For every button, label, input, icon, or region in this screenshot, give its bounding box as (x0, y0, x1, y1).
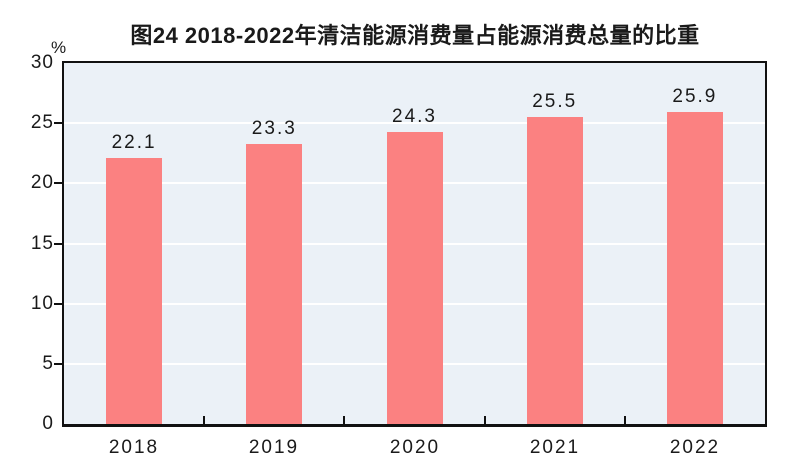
bar-value-label: 23.3 (251, 118, 297, 139)
bar (246, 144, 302, 424)
y-tick (54, 122, 62, 124)
x-tick-label: 2020 (389, 437, 441, 458)
y-tick (54, 363, 62, 365)
x-tick-label: 2018 (108, 437, 160, 458)
bar (527, 117, 583, 424)
x-tick-label: 2021 (529, 437, 581, 458)
bar-value-label: 24.3 (392, 106, 437, 127)
y-tick (54, 182, 62, 184)
gridline (64, 122, 765, 125)
x-tick (203, 416, 205, 424)
x-tick (484, 416, 486, 424)
y-tick-label: 25 (30, 112, 54, 133)
bar (106, 158, 162, 424)
y-tick (54, 243, 62, 245)
bar-value-label: 22.1 (111, 132, 157, 153)
chart-title: 图24 2018-2022年清洁能源消费量占能源消费总量的比重 (130, 23, 700, 48)
bar (387, 132, 443, 424)
y-tick-label: 15 (30, 233, 54, 254)
plot-area: 22.1 23.3 24.3 25.5 25.9 (62, 61, 767, 427)
y-tick-label: 10 (30, 293, 54, 314)
y-tick (54, 303, 62, 305)
bar (667, 112, 723, 424)
x-tick (624, 416, 626, 424)
x-tick-label: 2019 (248, 437, 300, 458)
x-tick-label: 2022 (669, 437, 721, 458)
bar-value-label: 25.5 (532, 91, 578, 112)
y-axis-unit-label: % (51, 38, 67, 57)
y-tick-label: 5 (42, 353, 54, 374)
x-tick (343, 416, 345, 424)
y-tick-label: 20 (30, 172, 54, 193)
bar-value-label: 25.9 (672, 86, 718, 107)
y-tick-label: 30 (30, 52, 54, 73)
y-tick-label: 0 (42, 413, 54, 434)
